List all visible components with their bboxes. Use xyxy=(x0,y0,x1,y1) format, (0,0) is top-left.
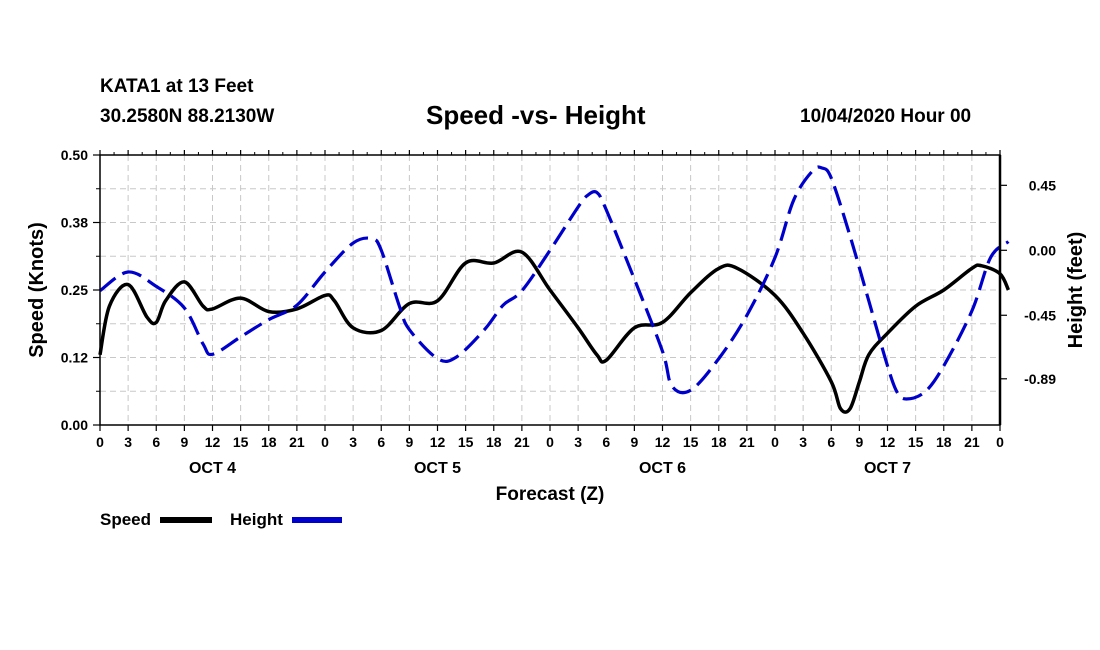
x-tick-label: 6 xyxy=(827,434,835,450)
y2-tick-label: 0.00 xyxy=(1029,242,1056,258)
x-tick-label: 3 xyxy=(124,434,132,450)
station-coordinates: 30.2580N 88.2130W xyxy=(100,106,275,127)
x-tick-label: 3 xyxy=(574,434,582,450)
forecast-date: 10/04/2020 Hour 00 xyxy=(800,106,972,127)
x-tick-label: 18 xyxy=(261,434,277,450)
station-title: KATA1 at 13 Feet xyxy=(100,76,254,97)
x-tick-label: 3 xyxy=(799,434,807,450)
y2-tick-label: -0.89 xyxy=(1024,371,1056,387)
x-tick-label: 6 xyxy=(152,434,160,450)
y-tick-label: 0.00 xyxy=(61,417,88,433)
x-tick-label: 6 xyxy=(377,434,385,450)
legend-label-speed: Speed xyxy=(100,510,151,529)
y2-tick-label: -0.45 xyxy=(1024,307,1056,323)
legend: Speed Height xyxy=(100,510,342,529)
x-tick-label: 12 xyxy=(880,434,896,450)
legend-label-height: Height xyxy=(230,510,283,529)
day-label: OCT 7 xyxy=(864,460,911,477)
x-tick-label: 21 xyxy=(739,434,755,450)
x-tick-label: 0 xyxy=(546,434,554,450)
x-tick-label: 12 xyxy=(655,434,671,450)
x-tick-label: 9 xyxy=(405,434,413,450)
axis-ticks xyxy=(93,150,1007,431)
x-tick-label: 15 xyxy=(458,434,474,450)
x-axis-label: Forecast (Z) xyxy=(496,484,605,505)
day-label: OCT 6 xyxy=(639,460,686,477)
x-tick-label: 21 xyxy=(964,434,980,450)
x-tick-label: 12 xyxy=(430,434,446,450)
y2-axis-label: Height (feet) xyxy=(1065,232,1087,349)
series-lines xyxy=(98,165,1010,414)
y2-tick-label: 0.45 xyxy=(1029,177,1056,193)
x-tick-label: 9 xyxy=(180,434,188,450)
y-tick-label: 0.25 xyxy=(61,282,88,298)
x-tick-label: 9 xyxy=(630,434,638,450)
x-tick-label: 12 xyxy=(205,434,221,450)
x-tick-label: 15 xyxy=(233,434,249,450)
grid-lines xyxy=(100,155,1000,425)
series-line-speed xyxy=(98,249,1010,414)
x-tick-label: 21 xyxy=(289,434,305,450)
y-tick-label: 0.12 xyxy=(61,350,88,366)
x-tick-label: 3 xyxy=(349,434,357,450)
x-tick-label: 15 xyxy=(683,434,699,450)
x-tick-label: 18 xyxy=(486,434,502,450)
x-tick-label: 18 xyxy=(711,434,727,450)
series-line-height xyxy=(99,165,1010,401)
x-tick-label: 6 xyxy=(602,434,610,450)
x-tick-label: 0 xyxy=(321,434,329,450)
axis-labels: 0 3 6 9 12 15 18 21 0 3 6 9 12 15 18 21 0 3 6 9 12 15 18 21 0 3 6 9… xyxy=(61,147,1056,477)
x-tick-label: 0 xyxy=(771,434,779,450)
y-axis-label: Speed (Knots) xyxy=(26,222,48,358)
day-label: OCT 5 xyxy=(414,460,461,477)
x-tick-label: 18 xyxy=(936,434,952,450)
chart-title: Speed -vs- Height xyxy=(426,100,646,130)
x-tick-label: 15 xyxy=(908,434,924,450)
y-tick-label: 0.38 xyxy=(61,215,88,231)
x-tick-label: 21 xyxy=(514,434,530,450)
x-tick-label: 0 xyxy=(996,434,1004,450)
x-tick-label: 9 xyxy=(855,434,863,450)
day-label: OCT 4 xyxy=(189,460,236,477)
y-tick-label: 0.50 xyxy=(61,147,88,163)
x-tick-label: 0 xyxy=(96,434,104,450)
